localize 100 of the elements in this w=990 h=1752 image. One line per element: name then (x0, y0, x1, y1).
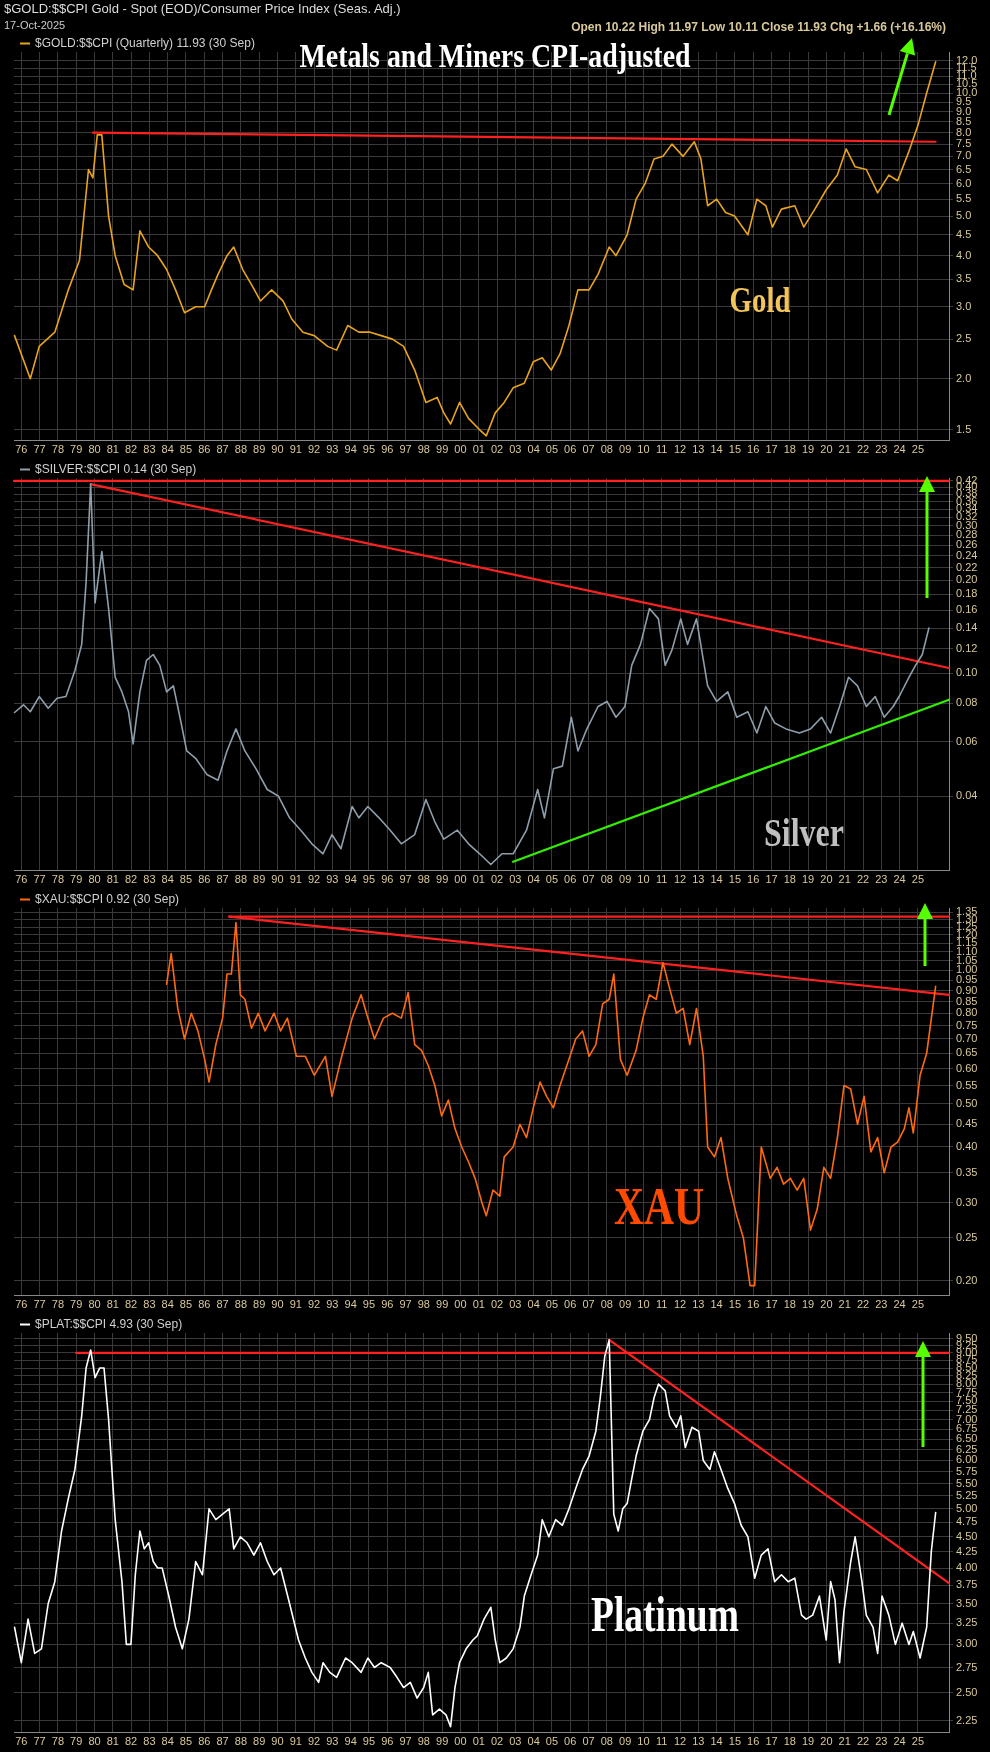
x-tick-label: 15 (728, 873, 742, 886)
y-tick-label: 4.75 (956, 1515, 978, 1528)
x-tick-label: 88 (234, 1298, 248, 1311)
x-tick-label: 19 (801, 1735, 815, 1748)
x-tick-label: 10 (637, 873, 650, 886)
x-tick-label: 99 (436, 873, 449, 886)
y-tick-label: 3.75 (956, 1578, 978, 1591)
y-tick-label: 0.25 (956, 1230, 978, 1243)
x-tick-label: 18 (783, 873, 796, 886)
x-tick-label: 76 (15, 443, 28, 456)
x-tick-label: 93 (326, 873, 339, 886)
x-tick-label: 79 (70, 1735, 83, 1748)
x-tick-label: 77 (33, 443, 46, 456)
x-tick-label: 11 (656, 443, 668, 456)
legend-label: $GOLD:$$CPI (Quarterly) 11.93 (30 Sep) (35, 36, 255, 51)
x-tick-label: 00 (454, 1298, 467, 1311)
y-tick-label: 5.0 (956, 209, 972, 222)
x-tick-label: 99 (436, 443, 449, 456)
x-tick-label: 94 (344, 873, 357, 886)
x-tick-label: 83 (143, 873, 156, 886)
y-tick-label: 3.00 (956, 1637, 978, 1650)
y-tick-label: 4.00 (956, 1561, 978, 1574)
x-tick-label: 00 (454, 873, 467, 886)
x-tick-label: 95 (362, 873, 376, 886)
x-tick-label: 20 (820, 443, 833, 456)
x-tick-label: 84 (161, 443, 174, 456)
x-tick-label: 25 (911, 873, 925, 886)
legend-label: $SILVER:$$CPI 0.14 (30 Sep) (35, 462, 197, 477)
x-tick-label: 91 (289, 443, 302, 456)
x-tick-label: 03 (509, 1298, 522, 1311)
x-tick-label: 01 (472, 1735, 485, 1748)
x-tick-label: 19 (801, 443, 815, 456)
x-tick-label: 90 (271, 1735, 284, 1748)
x-tick-label: 17 (765, 1735, 778, 1748)
y-tick-label: 5.75 (956, 1464, 978, 1477)
x-tick-label: 04 (527, 1298, 540, 1311)
y-tick-label: 0.55 (956, 1078, 978, 1091)
x-tick-label: 13 (692, 1735, 705, 1748)
x-tick-label: 10 (637, 1735, 650, 1748)
x-tick-label: 87 (216, 443, 229, 456)
x-tick-label: 20 (820, 1735, 833, 1748)
x-tick-label: 86 (198, 443, 211, 456)
x-tick-label: 22 (856, 873, 870, 886)
x-tick-label: 92 (307, 443, 321, 456)
x-tick-label: 96 (381, 443, 394, 456)
chart-title: $GOLD:$$CPI Gold - Spot (EOD)/Consumer Price Index (Seas. Adj.) (4, 1, 401, 16)
y-tick-label: 0.60 (956, 1061, 978, 1074)
x-tick-label: 25 (911, 1298, 925, 1311)
x-tick-label: 23 (875, 1298, 888, 1311)
x-tick-label: 09 (619, 1298, 632, 1311)
x-tick-label: 22 (856, 443, 870, 456)
y-tick-label: 4.50 (956, 1529, 978, 1542)
x-tick-label: 19 (801, 1298, 815, 1311)
y-tick-label: 0.30 (956, 1195, 978, 1208)
x-tick-label: 95 (362, 1735, 376, 1748)
x-tick-label: 93 (326, 443, 339, 456)
x-tick-label: 91 (289, 873, 302, 886)
y-tick-label: 0.22 (956, 560, 978, 573)
text: Open 10.22 High 11.97 Low 10.11 Close 11.93 Chg +1.66 (+16.16%) (571, 20, 946, 34)
x-tick-label: 24 (893, 1298, 906, 1311)
x-tick-label: 06 (564, 443, 577, 456)
x-tick-label: 84 (161, 1735, 174, 1748)
y-tick-label: 6.50 (956, 1432, 978, 1445)
x-tick-label: 14 (710, 1298, 723, 1311)
x-tick-label: 96 (381, 1298, 394, 1311)
x-tick-label: 06 (564, 1735, 577, 1748)
x-tick-label: 95 (362, 1298, 376, 1311)
x-tick-label: 79 (70, 1298, 83, 1311)
y-tick-label: 4.5 (956, 227, 972, 240)
x-tick-label: 92 (307, 1735, 321, 1748)
x-tick-label: 90 (271, 1298, 284, 1311)
y-tick-label: 0.12 (956, 641, 978, 654)
x-tick-label: 15 (728, 443, 742, 456)
x-tick-label: 89 (253, 873, 266, 886)
y-tick-label: 0.08 (956, 696, 978, 709)
x-tick-label: 17 (765, 443, 778, 456)
x-tick-label: 94 (344, 1735, 357, 1748)
x-tick-label: 82 (124, 1298, 138, 1311)
x-tick-label: 24 (893, 873, 906, 886)
x-tick-label: 01 (472, 873, 485, 886)
annotation: XAU (613, 1176, 705, 1236)
x-tick-label: 04 (527, 873, 540, 886)
x-tick-label: 89 (253, 1735, 266, 1748)
x-tick-label: 89 (253, 1298, 266, 1311)
x-tick-label: 98 (417, 1735, 430, 1748)
x-tick-label: 86 (198, 1298, 211, 1311)
x-tick-label: 86 (198, 1735, 211, 1748)
x-tick-label: 12 (673, 443, 687, 456)
y-tick-label: 0.75 (956, 1018, 978, 1031)
chart-subtitle: 17-Oct-2025 (4, 19, 66, 31)
x-tick-label: 08 (600, 443, 613, 456)
y-tick-label: 5.50 (956, 1476, 978, 1489)
x-tick-label: 83 (143, 1298, 156, 1311)
x-tick-label: 97 (399, 443, 412, 456)
x-tick-label: 85 (179, 443, 193, 456)
x-tick-label: 77 (33, 1735, 46, 1748)
x-tick-label: 01 (472, 1298, 485, 1311)
y-tick-label: 0.28 (956, 528, 978, 541)
x-tick-label: 85 (179, 1298, 193, 1311)
x-tick-label: 20 (820, 873, 833, 886)
